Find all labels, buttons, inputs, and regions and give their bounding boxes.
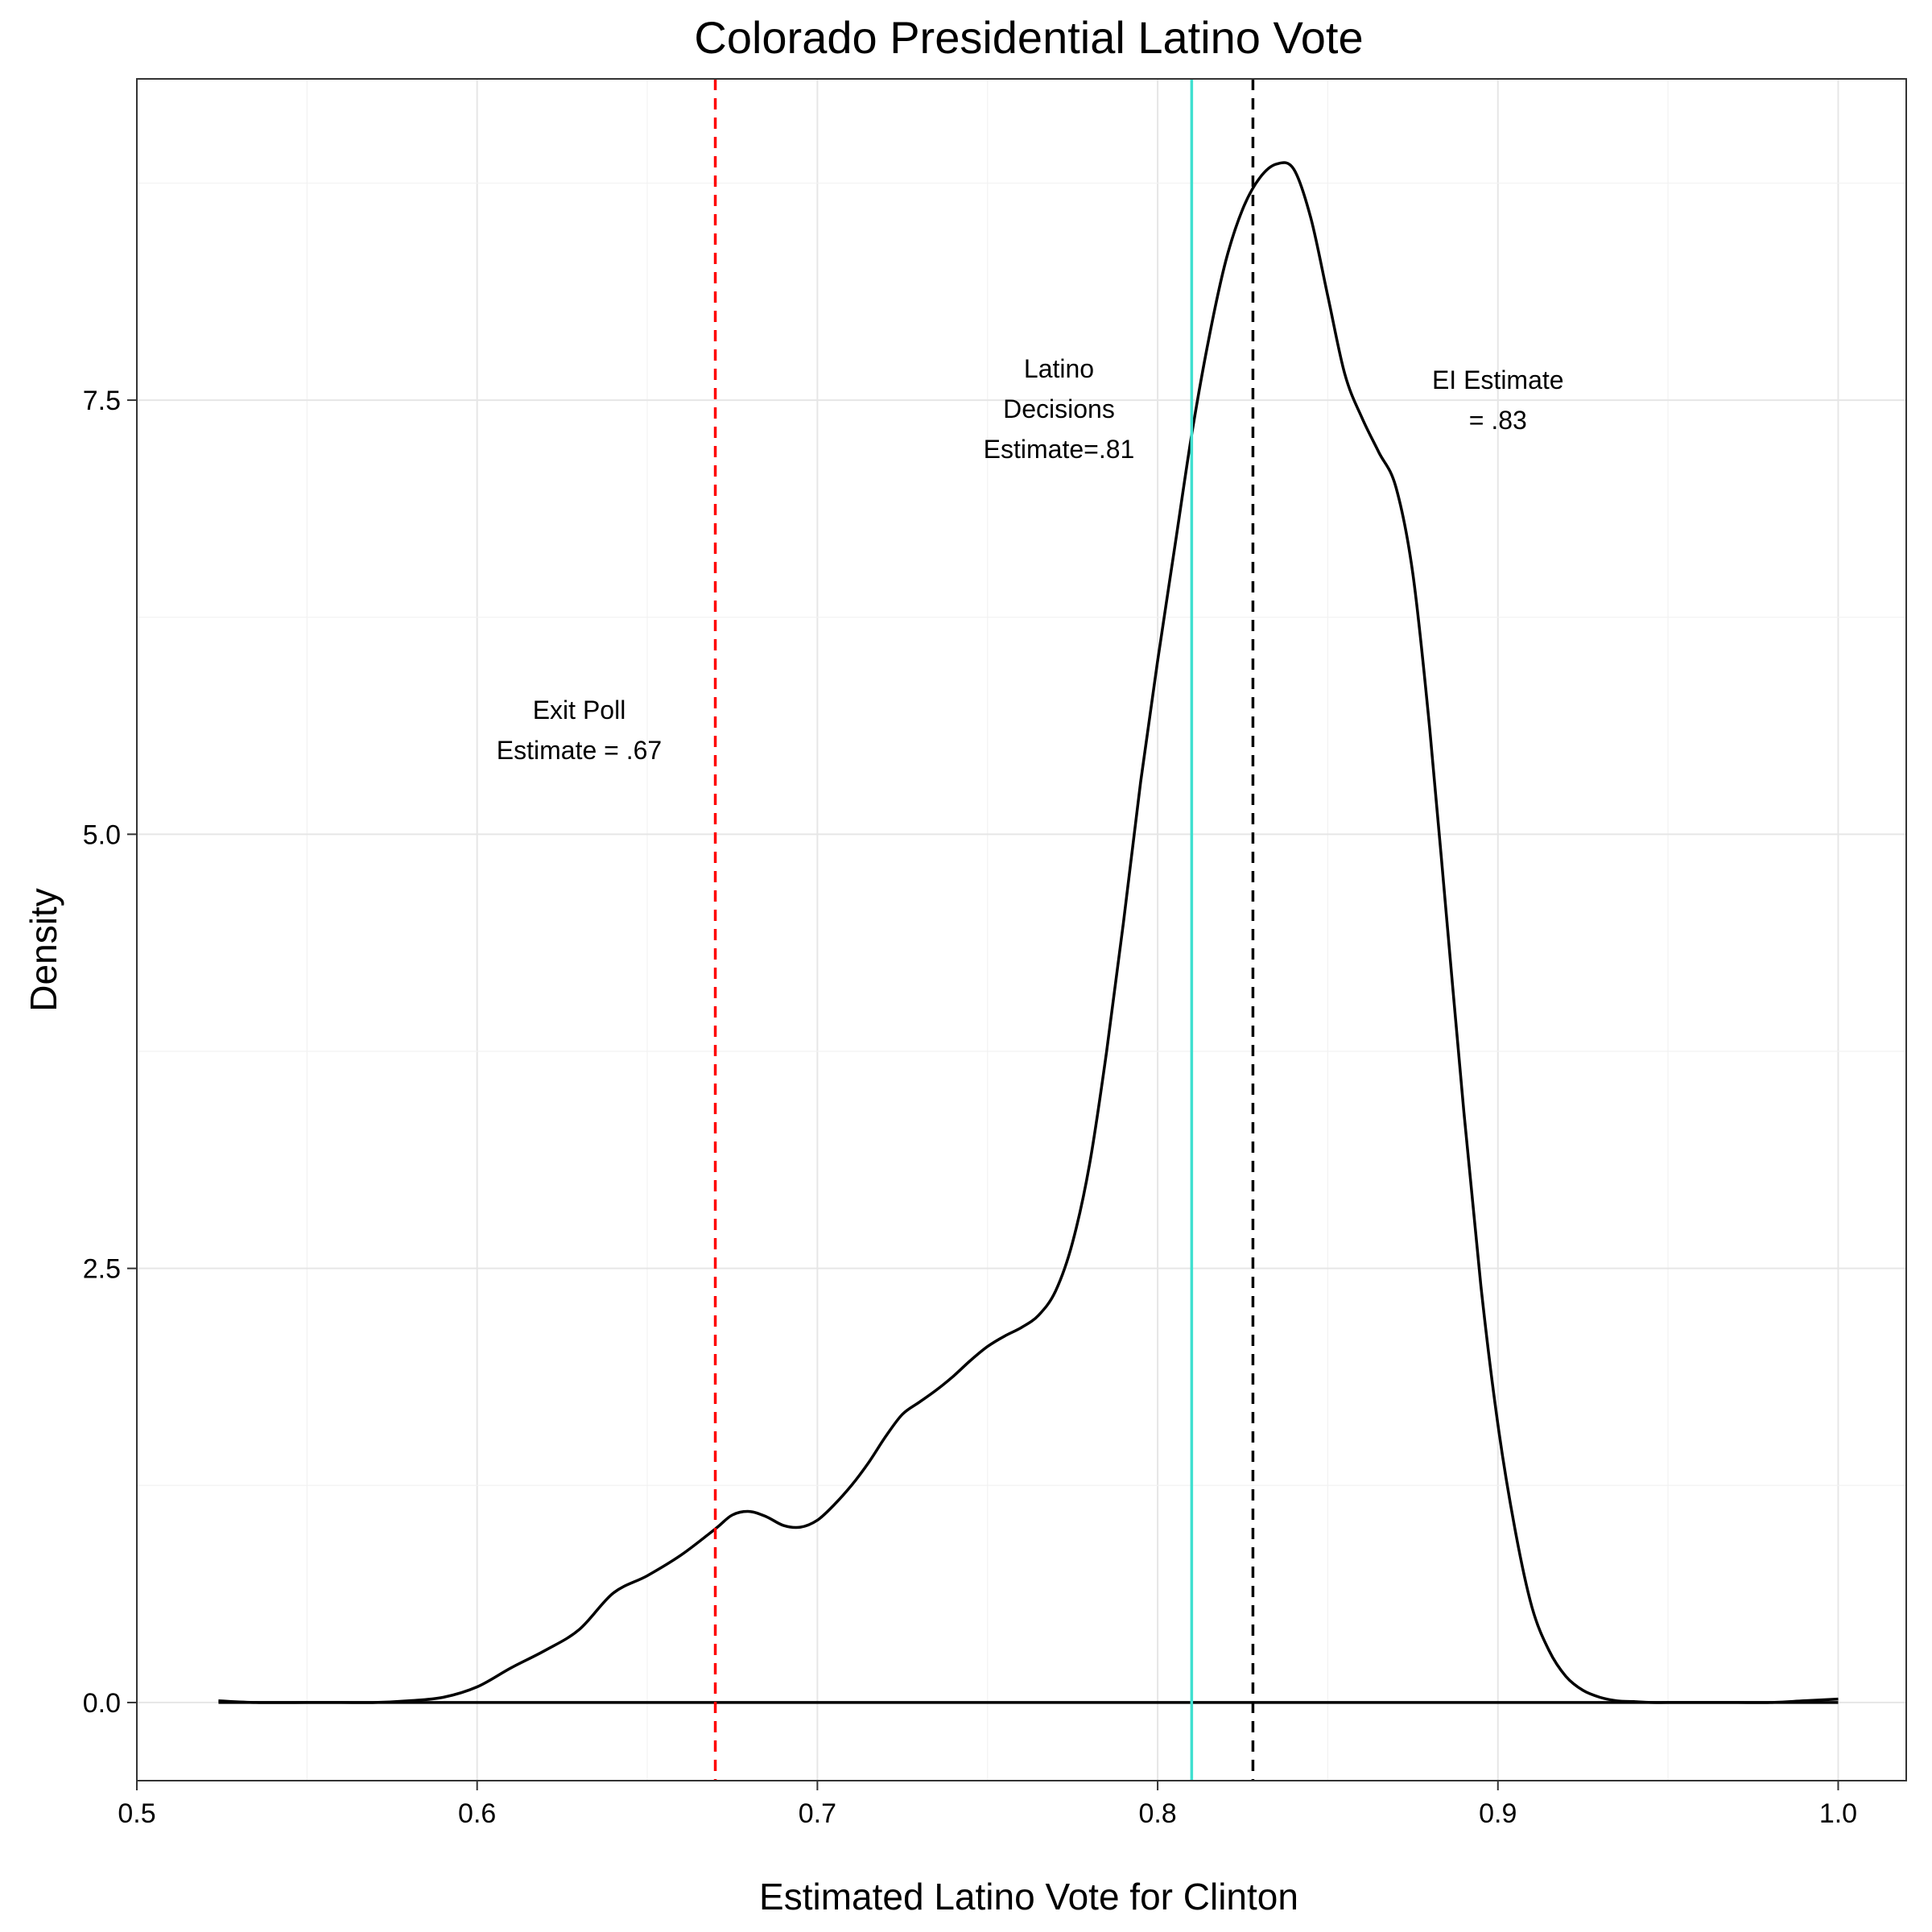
annotation-line: EI Estimate: [1432, 365, 1564, 394]
reference-lines: [713, 79, 1255, 1781]
y-tick-label: 2.5: [83, 1254, 121, 1285]
latino-decisions-annotation: Latino Decisions Estimate=.81: [984, 354, 1135, 464]
plot-panel-border: [136, 78, 1907, 1781]
y-axis: 0.0 2.5 5.0 7.5: [83, 386, 137, 1719]
annotation-line: Estimate = .67: [497, 736, 662, 765]
exit-poll-annotation: Exit Poll Estimate = .67: [497, 696, 662, 765]
x-tick-label: 1.0: [1819, 1798, 1857, 1829]
annotation-line: = .83: [1469, 406, 1527, 435]
annotation-line: Estimate=.81: [984, 435, 1135, 464]
y-tick-label: 7.5: [83, 386, 121, 416]
annotation-line: Exit Poll: [533, 696, 626, 724]
chart-title: Colorado Presidential Latino Vote: [694, 12, 1363, 63]
x-tick-label: 0.7: [799, 1798, 836, 1829]
x-tick-label: 0.5: [118, 1798, 155, 1829]
x-axis-label: Estimated Latino Vote for Clinton: [759, 1876, 1298, 1918]
x-tick-label: 0.9: [1479, 1798, 1517, 1829]
annotations: Exit Poll Estimate = .67 Latino Decisions Es…: [497, 354, 1564, 765]
y-tick-label: 0.0: [83, 1688, 121, 1719]
annotation-line: Latino: [1024, 354, 1094, 383]
x-axis: 0.5 0.6 0.7 0.8 0.9 1.0: [118, 1781, 1857, 1829]
y-axis-label: Density: [23, 888, 64, 1011]
annotation-line: Decisions: [1003, 394, 1115, 423]
ei-estimate-annotation: EI Estimate = .83: [1432, 365, 1564, 435]
x-tick-label: 0.8: [1138, 1798, 1176, 1829]
y-tick-label: 5.0: [83, 819, 121, 850]
x-tick-label: 0.6: [458, 1798, 496, 1829]
